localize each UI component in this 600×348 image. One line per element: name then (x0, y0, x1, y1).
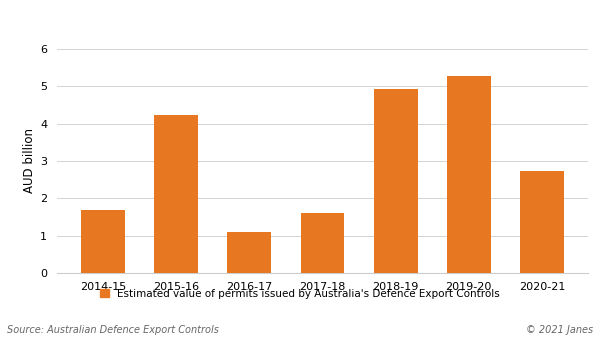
Text: Source: Australian Defence Export Controls: Source: Australian Defence Export Contro… (7, 325, 219, 335)
Bar (154, 115, 198, 273)
Bar (447, 76, 491, 273)
Text: Australian exports (estimated value of permits): Australian exports (estimated value of p… (7, 17, 403, 32)
Y-axis label: AUD billion: AUD billion (23, 128, 36, 193)
Bar (520, 172, 564, 273)
Bar (81, 210, 125, 273)
Text: © 2021 Janes: © 2021 Janes (526, 325, 593, 335)
Bar (374, 89, 418, 273)
Legend: Estimated value of permits issued by Australia's Defence Export Controls: Estimated value of permits issued by Aus… (100, 289, 500, 299)
Bar (227, 232, 271, 273)
Bar (301, 213, 344, 273)
